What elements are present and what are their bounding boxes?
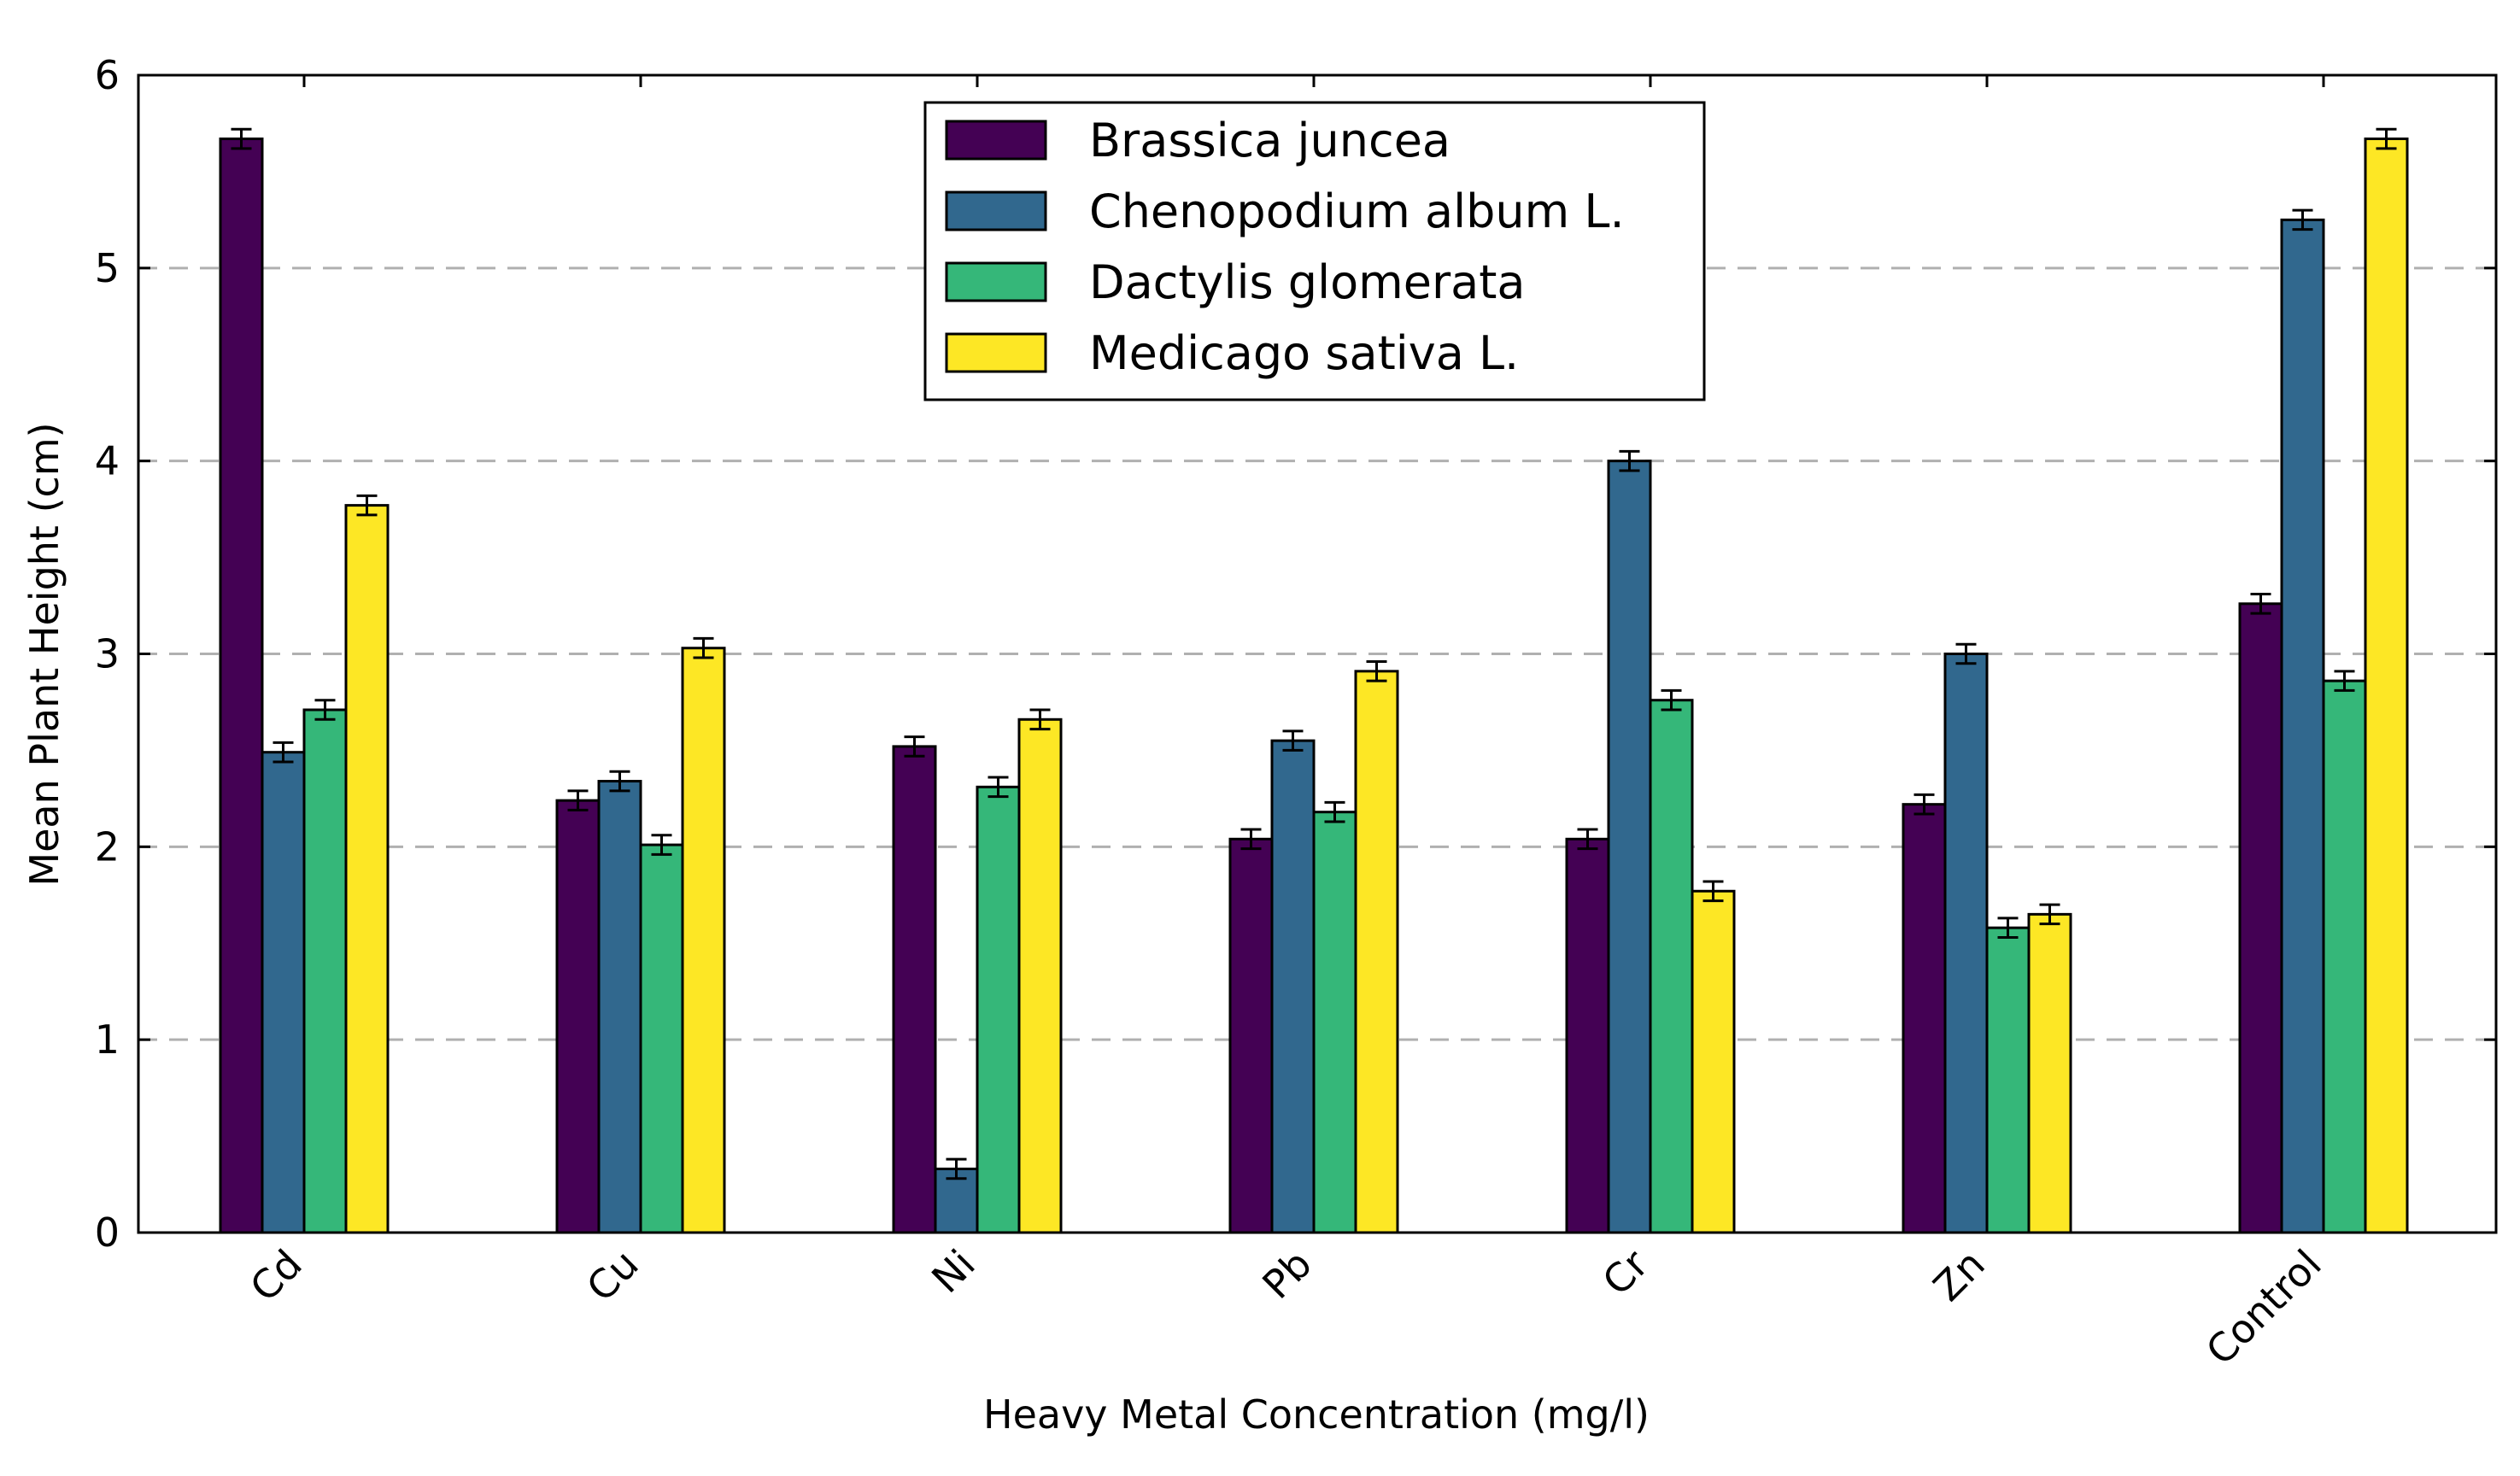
error-bar bbox=[1619, 449, 1640, 472]
legend-entry: Chenopodium album L. bbox=[945, 184, 1625, 238]
error-bar bbox=[904, 735, 925, 758]
bar-cu-series-4 bbox=[681, 647, 726, 1234]
bar-control-series-4 bbox=[2364, 138, 2409, 1234]
error-bar bbox=[567, 789, 589, 811]
legend-label: Brassica juncea bbox=[1089, 114, 1450, 167]
error-bar bbox=[1661, 688, 1682, 712]
error-bar bbox=[2250, 592, 2271, 615]
bar-cr-series-1 bbox=[1565, 837, 1610, 1234]
bar-cu-series-1 bbox=[555, 799, 601, 1234]
bar-cd-series-1 bbox=[219, 138, 264, 1234]
y-tick-label: 1 bbox=[95, 1016, 120, 1063]
bar-cr-series-2 bbox=[1607, 460, 1652, 1234]
error-bar bbox=[2292, 208, 2313, 231]
error-bar bbox=[1997, 917, 2019, 939]
error-bar bbox=[231, 127, 252, 150]
error-bar bbox=[1240, 828, 1262, 851]
error-bar bbox=[1577, 828, 1598, 851]
legend-label: Dactylis glomerata bbox=[1089, 255, 1526, 309]
legend-swatch bbox=[945, 261, 1047, 302]
legend-swatch bbox=[945, 120, 1047, 161]
legend-entry: Brassica juncea bbox=[945, 114, 1450, 167]
bar-ni-series-1 bbox=[892, 745, 937, 1234]
y-axis: 0 1 2 3 4 5 6 bbox=[95, 52, 2496, 1256]
bar-zn-series-3 bbox=[1985, 926, 2031, 1234]
bar-pb-series-1 bbox=[1228, 837, 1274, 1234]
error-bar bbox=[1324, 800, 1345, 823]
bar-pb-series-3 bbox=[1312, 811, 1357, 1234]
error-bar bbox=[2376, 127, 2397, 150]
y-axis-label: Mean Plant Height (cm) bbox=[21, 422, 67, 886]
bar-pb-series-2 bbox=[1270, 739, 1316, 1234]
legend-swatch bbox=[945, 190, 1047, 231]
error-bar bbox=[693, 636, 714, 659]
bar-ni-series-3 bbox=[976, 785, 1021, 1234]
error-bar bbox=[1029, 708, 1051, 731]
bar-control-series-2 bbox=[2280, 218, 2325, 1234]
bar-ni-series-4 bbox=[1017, 718, 1063, 1234]
y-tick-label: 0 bbox=[95, 1210, 120, 1256]
bar-cd-series-3 bbox=[302, 708, 348, 1234]
bar-pb-series-4 bbox=[1354, 670, 1399, 1234]
error-bar bbox=[273, 741, 294, 764]
error-bar bbox=[1366, 660, 1387, 682]
bar-cd-series-2 bbox=[261, 751, 306, 1234]
bar-cu-series-3 bbox=[639, 843, 684, 1234]
error-bars bbox=[231, 127, 2397, 1180]
bar-zn-series-2 bbox=[1943, 653, 1989, 1234]
bar-cr-series-4 bbox=[1691, 889, 1736, 1234]
y-tick-label: 5 bbox=[95, 245, 120, 291]
bar-zn-series-1 bbox=[1902, 803, 1947, 1234]
legend-entry: Medicago sativa L. bbox=[945, 326, 1519, 380]
legend-frame bbox=[923, 101, 1706, 401]
y-tick-label: 2 bbox=[95, 823, 120, 870]
error-bar bbox=[651, 834, 672, 856]
legend-swatch bbox=[945, 332, 1047, 373]
legend-label: Medicago sativa L. bbox=[1089, 326, 1519, 380]
y-tick-label: 3 bbox=[95, 631, 120, 677]
bar-cr-series-3 bbox=[1649, 699, 1694, 1234]
error-bar bbox=[946, 1157, 967, 1180]
error-bar bbox=[1702, 880, 1724, 903]
error-bar bbox=[314, 699, 336, 721]
bar-control-series-3 bbox=[2322, 679, 2367, 1234]
error-bar bbox=[356, 494, 378, 517]
error-bar bbox=[1955, 642, 1977, 665]
y-tick-label: 4 bbox=[95, 438, 120, 484]
error-bar bbox=[2039, 903, 2060, 926]
y-tick-label: 6 bbox=[95, 52, 120, 98]
error-bar bbox=[1913, 793, 1935, 816]
error-bar bbox=[1282, 729, 1304, 752]
error-bar bbox=[987, 776, 1009, 799]
bar-cu-series-2 bbox=[597, 780, 642, 1234]
x-axis-label: Heavy Metal Concentration (mg/l) bbox=[983, 1391, 1650, 1438]
error-bar bbox=[2334, 670, 2355, 692]
error-bar bbox=[609, 770, 630, 793]
bars bbox=[219, 138, 2409, 1234]
legend: Brassica juncea Chenopodium album L. Dacty… bbox=[923, 101, 1706, 401]
bar-cd-series-4 bbox=[344, 504, 390, 1234]
legend-entry: Dactylis glomerata bbox=[945, 255, 1526, 309]
legend-label: Chenopodium album L. bbox=[1089, 184, 1625, 238]
bar-control-series-1 bbox=[2238, 602, 2283, 1234]
bar-zn-series-4 bbox=[2027, 912, 2072, 1234]
